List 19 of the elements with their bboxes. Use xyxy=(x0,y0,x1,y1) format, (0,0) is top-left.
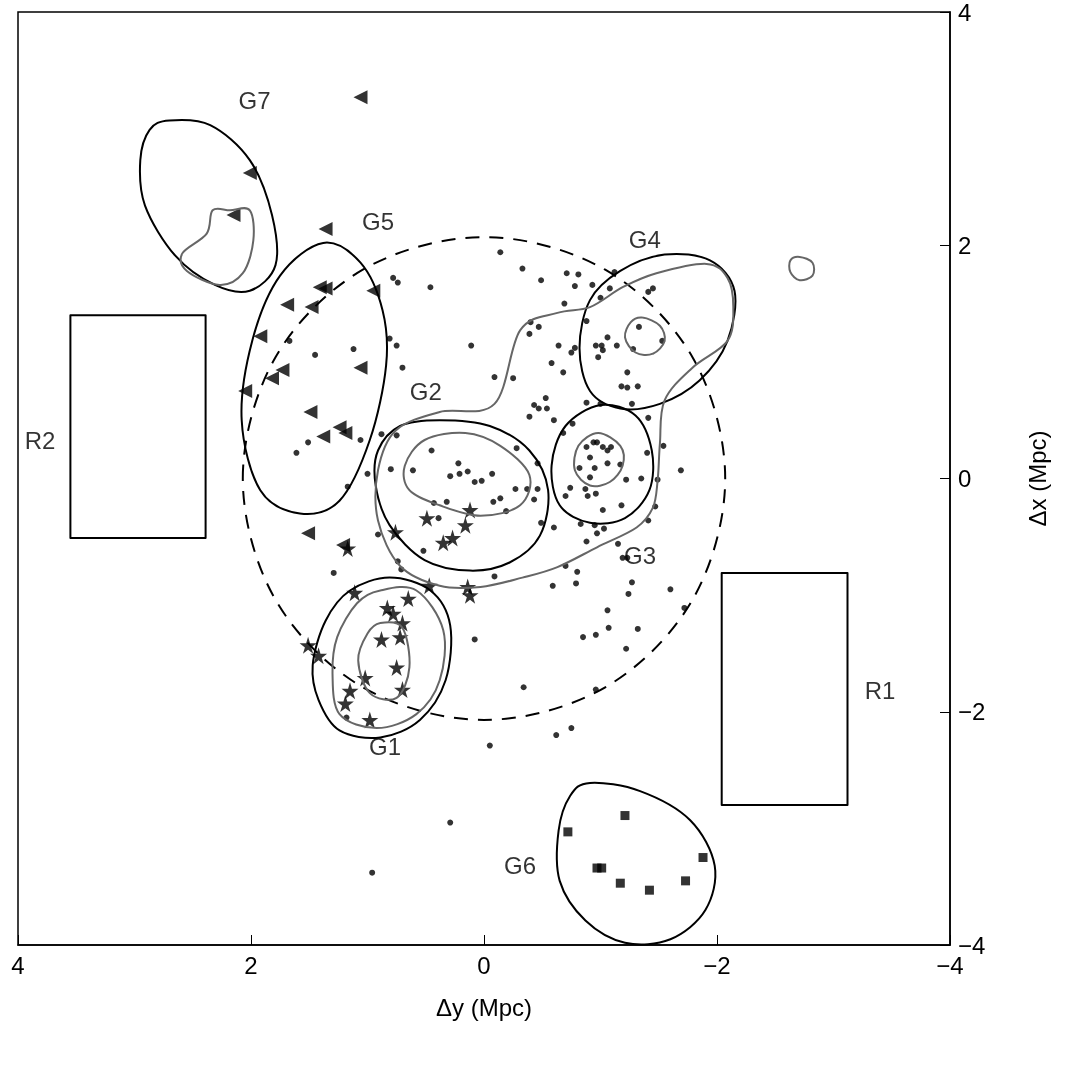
annotation: R1 xyxy=(864,677,896,705)
annotation: G5 xyxy=(361,208,394,236)
annotation: G3 xyxy=(624,541,657,569)
annotation: G2 xyxy=(409,377,442,405)
annotation: G7 xyxy=(238,87,271,115)
x-tick-label: −2 xyxy=(703,951,731,979)
y-tick-label: 0 xyxy=(958,465,972,492)
y-tick-label: −2 xyxy=(958,698,986,726)
annotation: G6 xyxy=(504,852,537,880)
annotation: G4 xyxy=(628,225,661,253)
x-tick-label: 4 xyxy=(11,951,25,979)
y-tick-label: 2 xyxy=(958,231,972,259)
y-tick-label: 4 xyxy=(958,0,972,26)
x-axis-title: Δy (Mpc) xyxy=(435,993,533,1021)
y-axis-title: Δx (Mpc) xyxy=(1023,430,1051,527)
x-tick-label: 2 xyxy=(244,951,258,979)
annotation: G1 xyxy=(368,733,401,761)
annotation: R2 xyxy=(24,426,56,454)
x-tick-label: 0 xyxy=(477,951,491,979)
